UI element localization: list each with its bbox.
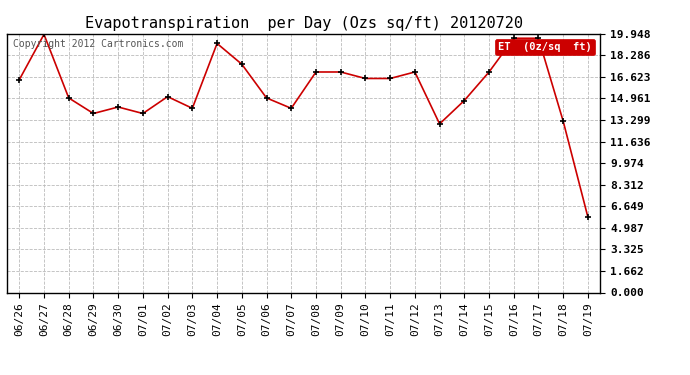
Legend: ET  (0z/sq  ft): ET (0z/sq ft) [495,39,595,55]
Title: Evapotranspiration  per Day (Ozs sq/ft) 20120720: Evapotranspiration per Day (Ozs sq/ft) 2… [85,16,522,31]
Text: Copyright 2012 Cartronics.com: Copyright 2012 Cartronics.com [13,39,184,49]
